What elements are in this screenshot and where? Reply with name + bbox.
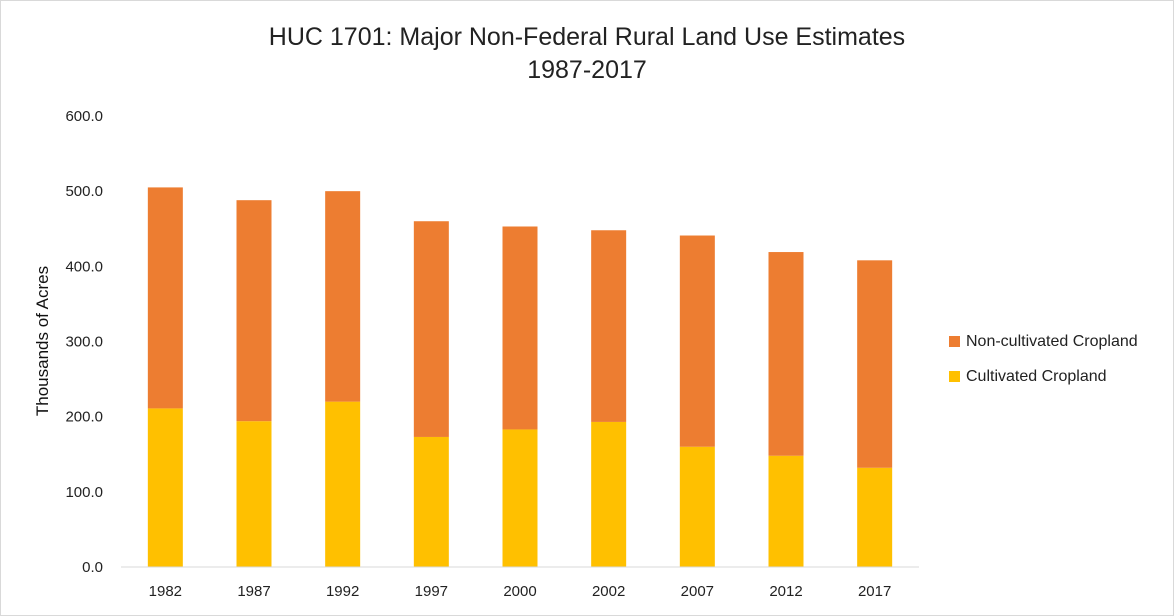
x-tick-label: 2017 (858, 583, 891, 600)
y-axis-ticks: 0.0 100.0 200.0 300.0 400.0 500.0 600.0 (65, 108, 103, 576)
y-tick-label: 100.0 (65, 484, 103, 501)
bar-cultivated-2000 (502, 429, 538, 567)
legend-swatch-cultivated (949, 371, 960, 382)
bar-non-cultivated-1982 (147, 187, 183, 409)
x-tick-label: 2002 (592, 583, 625, 600)
x-tick-label: 2000 (503, 583, 536, 600)
x-axis-ticks: 1982 1987 1992 1997 2000 2002 2007 2012 2017 (149, 583, 892, 600)
bar-non-cultivated-2012 (768, 252, 804, 456)
y-tick-label: 200.0 (65, 409, 103, 426)
y-axis-label: Thousands of Acres (33, 266, 52, 416)
bar-cultivated-1997 (413, 436, 449, 567)
bar-non-cultivated-2000 (502, 226, 538, 430)
bar-cultivated-2012 (768, 455, 804, 567)
bar-cultivated-1992 (325, 401, 361, 567)
bar-non-cultivated-1992 (325, 191, 361, 402)
bar-non-cultivated-2017 (857, 260, 893, 468)
y-tick-label: 300.0 (65, 334, 103, 351)
x-tick-label: 1987 (237, 583, 270, 600)
y-tick-label: 0.0 (82, 559, 103, 576)
y-tick-label: 500.0 (65, 183, 103, 200)
bar-cultivated-1982 (147, 408, 183, 567)
y-tick-label: 600.0 (65, 108, 103, 125)
bar-non-cultivated-1997 (413, 221, 449, 437)
chart-title-line: HUC 1701: Major Non-Federal Rural Land U… (268, 23, 906, 51)
bar-cultivated-2007 (679, 446, 715, 567)
bar-non-cultivated-1987 (236, 200, 272, 422)
bar-non-cultivated-2002 (591, 230, 627, 422)
bar-cultivated-2002 (591, 421, 627, 567)
chart-title: HUC 1701: Major Non-Federal Rural Land U… (1, 21, 1173, 87)
bar-non-cultivated-2007 (679, 235, 715, 447)
legend-label-non-cultivated: Non-cultivated Cropland (966, 332, 1138, 350)
bars (147, 187, 893, 567)
x-tick-label: 2012 (769, 583, 802, 600)
x-tick-label: 1997 (415, 583, 448, 600)
x-tick-label: 1992 (326, 583, 359, 600)
chart-subtitle: 1987-2017 (527, 56, 647, 84)
legend-label-cultivated: Cultivated Cropland (966, 367, 1107, 385)
bar-cultivated-2017 (857, 467, 893, 567)
x-tick-label: 1982 (149, 583, 182, 600)
legend-item-non-cultivated: Non-cultivated Cropland (949, 324, 1138, 359)
legend: Non-cultivated Cropland Cultivated Cropl… (949, 324, 1138, 394)
y-tick-label: 400.0 (65, 258, 103, 275)
legend-swatch-non-cultivated (949, 336, 960, 347)
x-tick-label: 2007 (681, 583, 714, 600)
bar-cultivated-1987 (236, 421, 272, 567)
legend-item-cultivated: Cultivated Cropland (949, 359, 1138, 394)
